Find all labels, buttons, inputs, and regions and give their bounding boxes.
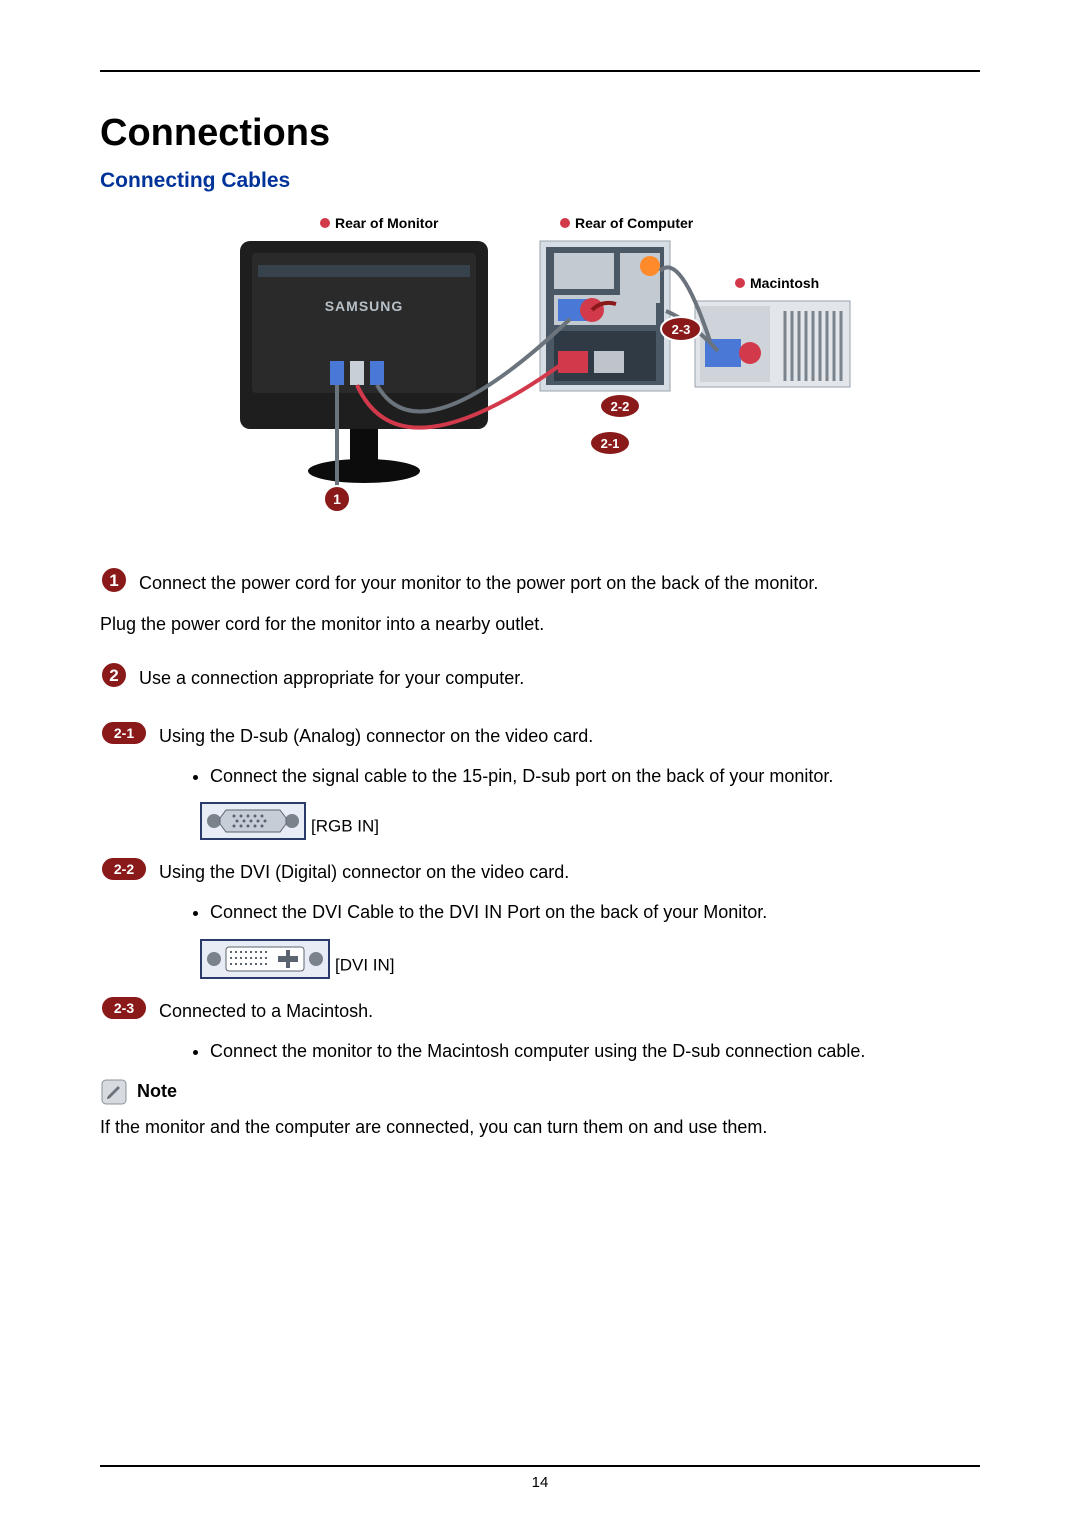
dvi-port-label: [DVI IN] xyxy=(335,956,395,975)
badge-2-3-diagram: 2-3 xyxy=(661,317,701,341)
rgb-port-row: [RGB IN] xyxy=(200,802,980,840)
step-2-line: 2 Use a connection appropriate for your … xyxy=(100,661,980,698)
step-1-line: 1 Connect the power cord for your monito… xyxy=(100,566,980,603)
svg-text:1: 1 xyxy=(333,491,341,507)
svg-text:2: 2 xyxy=(109,666,118,685)
connection-diagram: Rear of Monitor Rear of Computer Macinto… xyxy=(100,211,980,516)
badge-2-2-icon: 2-2 xyxy=(100,856,148,891)
note-text: If the monitor and the computer are conn… xyxy=(100,1114,980,1142)
svg-text:2-3: 2-3 xyxy=(672,322,691,337)
step-2-2-line: 2-2 Using the DVI (Digital) connector on… xyxy=(100,856,980,891)
page-number: 14 xyxy=(0,1474,1080,1491)
step-1-text-a: Connect the power cord for your monitor … xyxy=(139,573,818,593)
step-2-text: Use a connection appropriate for your co… xyxy=(139,668,524,688)
note-icon xyxy=(100,1078,128,1106)
badge-2-1-diagram: 2-1 xyxy=(590,431,630,455)
step-2-2-bullet: Connect the DVI Cable to the DVI IN Port… xyxy=(210,899,980,927)
badge-2-1-icon: 2-1 xyxy=(100,720,148,755)
note-heading: Note xyxy=(100,1078,980,1106)
note-label: Note xyxy=(137,1081,177,1101)
dvi-port-icon xyxy=(200,939,330,979)
step-2-1-bullet-list: Connect the signal cable to the 15-pin, … xyxy=(100,763,980,791)
svg-text:2-2: 2-2 xyxy=(114,861,134,877)
step-1-text-b: Plug the power cord for the monitor into… xyxy=(100,611,980,639)
step-2-3-bullet-list: Connect the monitor to the Macintosh com… xyxy=(100,1038,980,1066)
macintosh-box xyxy=(695,301,850,387)
rgb-port-label: [RGB IN] xyxy=(311,817,379,836)
step-2-3-bullet: Connect the monitor to the Macintosh com… xyxy=(210,1038,980,1066)
step-2-1-line: 2-1 Using the D-sub (Analog) connector o… xyxy=(100,720,980,755)
step-2-3-text: Connected to a Macintosh. xyxy=(159,1001,373,1021)
top-rule xyxy=(100,70,980,72)
label-rear-monitor: Rear of Monitor xyxy=(335,215,439,231)
step-2-2-bullet-list: Connect the DVI Cable to the DVI IN Port… xyxy=(100,899,980,927)
step-2-1-bullet: Connect the signal cable to the 15-pin, … xyxy=(210,763,980,791)
document-page: Connections Connecting Cables Rear of Mo… xyxy=(0,0,1080,1527)
page-title: Connections xyxy=(100,112,980,155)
dvi-port-row: [DVI IN] xyxy=(200,939,980,979)
bottom-rule xyxy=(100,1465,980,1467)
badge-2-2-diagram: 2-2 xyxy=(600,394,640,418)
computer-tower xyxy=(540,241,670,391)
diagram-svg: Rear of Monitor Rear of Computer Macinto… xyxy=(210,211,870,511)
svg-text:2-1: 2-1 xyxy=(114,725,134,741)
badge-2-3-icon: 2-3 xyxy=(100,995,148,1030)
step-2-3-line: 2-3 Connected to a Macintosh. xyxy=(100,995,980,1030)
svg-text:2-1: 2-1 xyxy=(601,436,620,451)
badge-1-icon: 1 xyxy=(100,566,128,603)
svg-text:2-3: 2-3 xyxy=(114,1000,134,1016)
badge-2-icon: 2 xyxy=(100,661,128,698)
svg-text:1: 1 xyxy=(109,571,118,590)
section-subtitle: Connecting Cables xyxy=(100,169,980,193)
label-rear-computer: Rear of Computer xyxy=(575,215,694,231)
badge-1-diagram: 1 xyxy=(324,486,350,511)
monitor: SAMSUNG xyxy=(240,241,488,483)
step-2-1-text: Using the D-sub (Analog) connector on th… xyxy=(159,726,593,746)
label-macintosh: Macintosh xyxy=(750,275,819,291)
rgb-port-icon xyxy=(200,802,306,840)
brand-text: SAMSUNG xyxy=(325,298,404,314)
instructions: 1 Connect the power cord for your monito… xyxy=(100,566,980,1142)
svg-text:2-2: 2-2 xyxy=(611,399,630,414)
step-2-2-text: Using the DVI (Digital) connector on the… xyxy=(159,863,569,883)
